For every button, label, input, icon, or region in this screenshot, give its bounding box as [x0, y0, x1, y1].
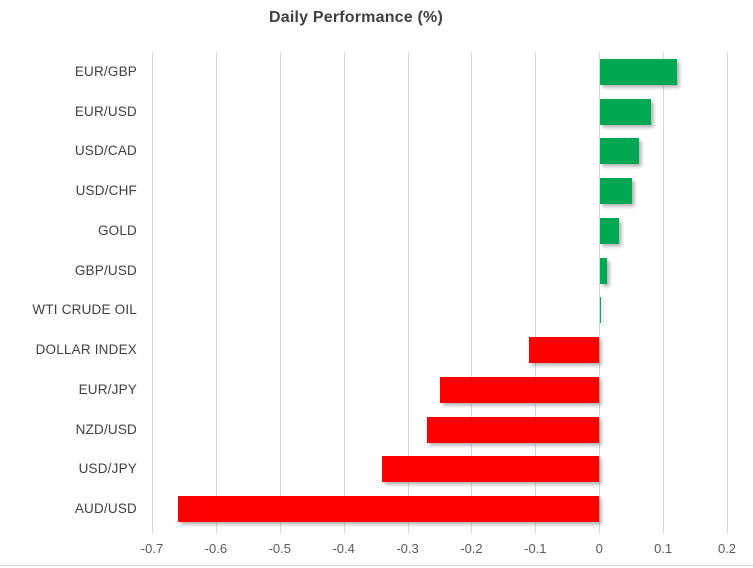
x-tick-label-0.1: 0.1: [654, 541, 673, 556]
bar-eur-gbp: [600, 58, 677, 85]
category-label-usd-chf: USD/CHF: [75, 183, 137, 199]
category-label-gold: GOLD: [97, 222, 137, 238]
x-axis-tick-labels: -0.7 -0.6 -0.5 -0.4 -0.3 -0.2 -0.1 0 0.1 0.2: [141, 541, 736, 559]
category-label-usd-cad: USD/CAD: [74, 143, 137, 159]
gridline--0.5: [279, 52, 281, 534]
x-tick-label--0.5: -0.5: [268, 541, 291, 556]
x-tick-label--0.7: -0.7: [140, 541, 164, 556]
category-label-eur-usd: EUR/USD: [74, 103, 137, 119]
category-label-gbp-usd: GBP/USD: [74, 262, 137, 278]
category-label-nzd-usd: NZD/USD: [75, 421, 137, 437]
gridline--0.7: [152, 52, 153, 534]
gridline--0.1: [535, 52, 537, 534]
x-tick-label--0.2: -0.2: [460, 541, 483, 556]
x-tick-label--0.4: -0.4: [332, 541, 355, 556]
x-tick-label-0: 0: [595, 541, 603, 556]
category-label-wti-crude-oil: WTI CRUDE OIL: [32, 302, 137, 318]
plot-area: [152, 52, 728, 534]
gridline--0.3: [407, 52, 409, 534]
bar-usd-chf: [600, 178, 633, 205]
gridline-0.2: [727, 52, 728, 534]
category-label-dollar-index: DOLLAR INDEX: [35, 342, 137, 358]
category-label-usd-jpy: USD/JPY: [78, 461, 137, 477]
bar-dollar-index: [528, 337, 600, 364]
gridline--0.2: [471, 52, 473, 534]
bar-gold: [600, 217, 620, 244]
gridline-0: [599, 52, 601, 534]
bar-usd-jpy: [382, 456, 600, 483]
category-label-eur-gbp: EUR/GBP: [74, 63, 137, 79]
chart-title: Daily Performance (%): [268, 9, 444, 26]
bar-usd-cad: [600, 138, 639, 165]
x-tick-label--0.3: -0.3: [396, 541, 419, 556]
x-tick-label--0.1: -0.1: [524, 541, 547, 556]
bar-eur-jpy: [439, 376, 600, 403]
bottom-divider-line: [0, 565, 753, 566]
bar-nzd-usd: [426, 416, 600, 443]
category-label-aud-usd: AUD/USD: [74, 501, 137, 517]
gridline-0.1: [663, 52, 665, 534]
x-tick-label--0.6: -0.6: [204, 541, 228, 556]
bar-aud-usd: [177, 496, 600, 523]
x-tick-label-0.2: 0.2: [717, 541, 737, 556]
bar-eur-usd: [600, 98, 652, 125]
category-label-eur-jpy: EUR/JPY: [78, 381, 137, 397]
bar-wti-crude-oil: [600, 297, 602, 324]
gridline--0.6: [215, 52, 217, 534]
bar-gbp-usd: [600, 257, 607, 284]
gridline--0.4: [343, 52, 345, 534]
y-axis-category-labels: EUR/GBP EUR/USD USD/CAD USD/CHF GOLD GBP/USD W…: [0, 52, 137, 529]
